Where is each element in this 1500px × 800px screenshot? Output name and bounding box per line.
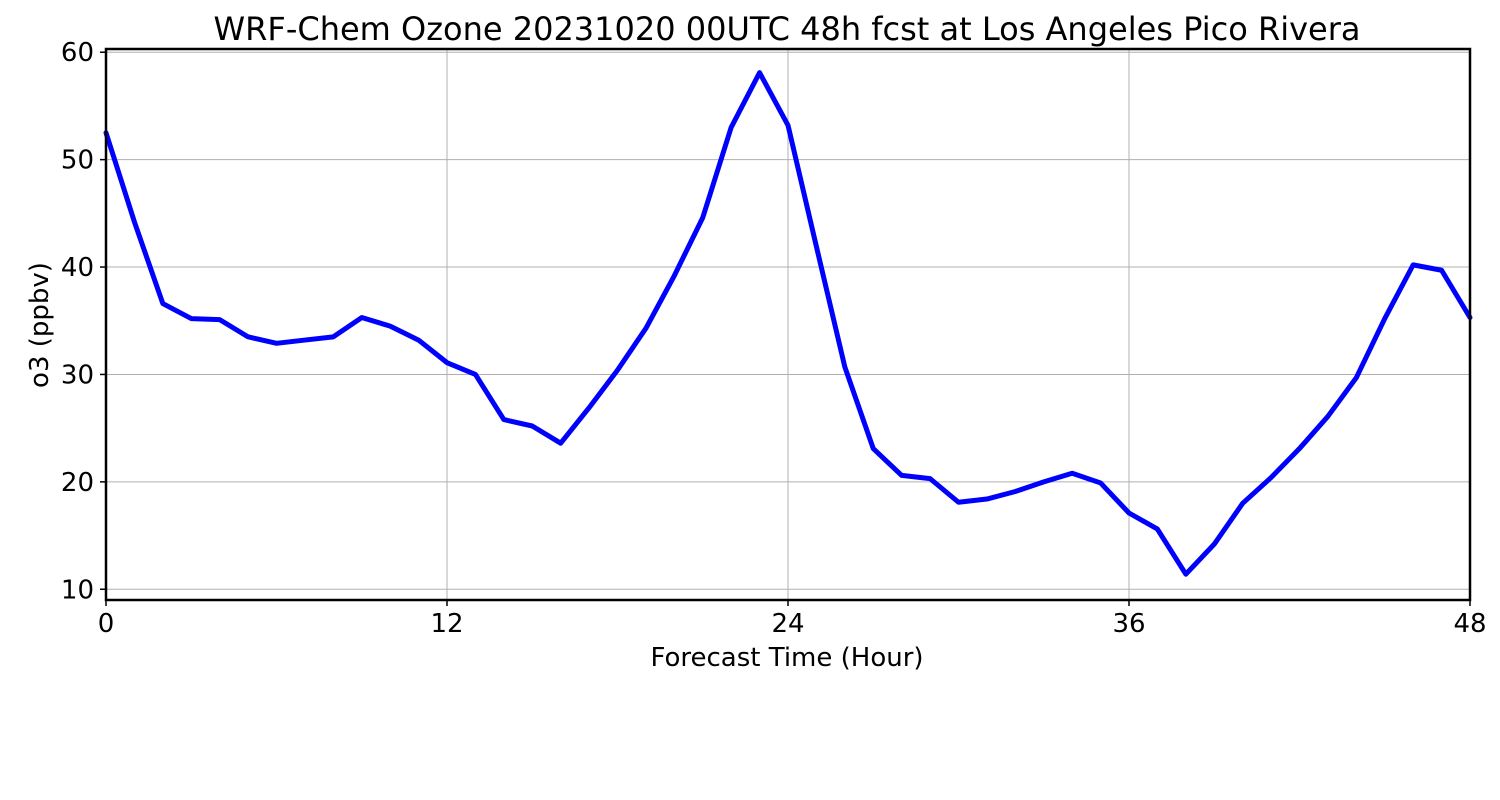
x-tick-label-12: 12 — [430, 609, 463, 639]
x-tick-label-24: 24 — [771, 609, 804, 639]
tick-layer: 0 12 24 36 48 10 20 30 40 50 60 — [61, 38, 1487, 639]
y-tick-label-60: 60 — [61, 38, 94, 68]
y-tick-label-10: 10 — [61, 575, 94, 605]
ozone-series-line — [103, 70, 1473, 577]
y-axis-label: o3 (ppbv) — [25, 262, 55, 388]
y-tick-label-30: 30 — [61, 360, 94, 390]
chart-title: WRF-Chem Ozone 20231020 00UTC 48h fcst a… — [214, 10, 1361, 48]
series-layer — [103, 70, 1473, 577]
y-tick-label-20: 20 — [61, 468, 94, 498]
x-tick-label-36: 36 — [1112, 609, 1145, 639]
y-tick-label-50: 50 — [61, 146, 94, 176]
y-tick-label-40: 40 — [61, 253, 94, 283]
x-axis-label: Forecast Time (Hour) — [650, 643, 923, 673]
x-tick-label-0: 0 — [98, 609, 115, 639]
x-tick-label-48: 48 — [1453, 609, 1486, 639]
